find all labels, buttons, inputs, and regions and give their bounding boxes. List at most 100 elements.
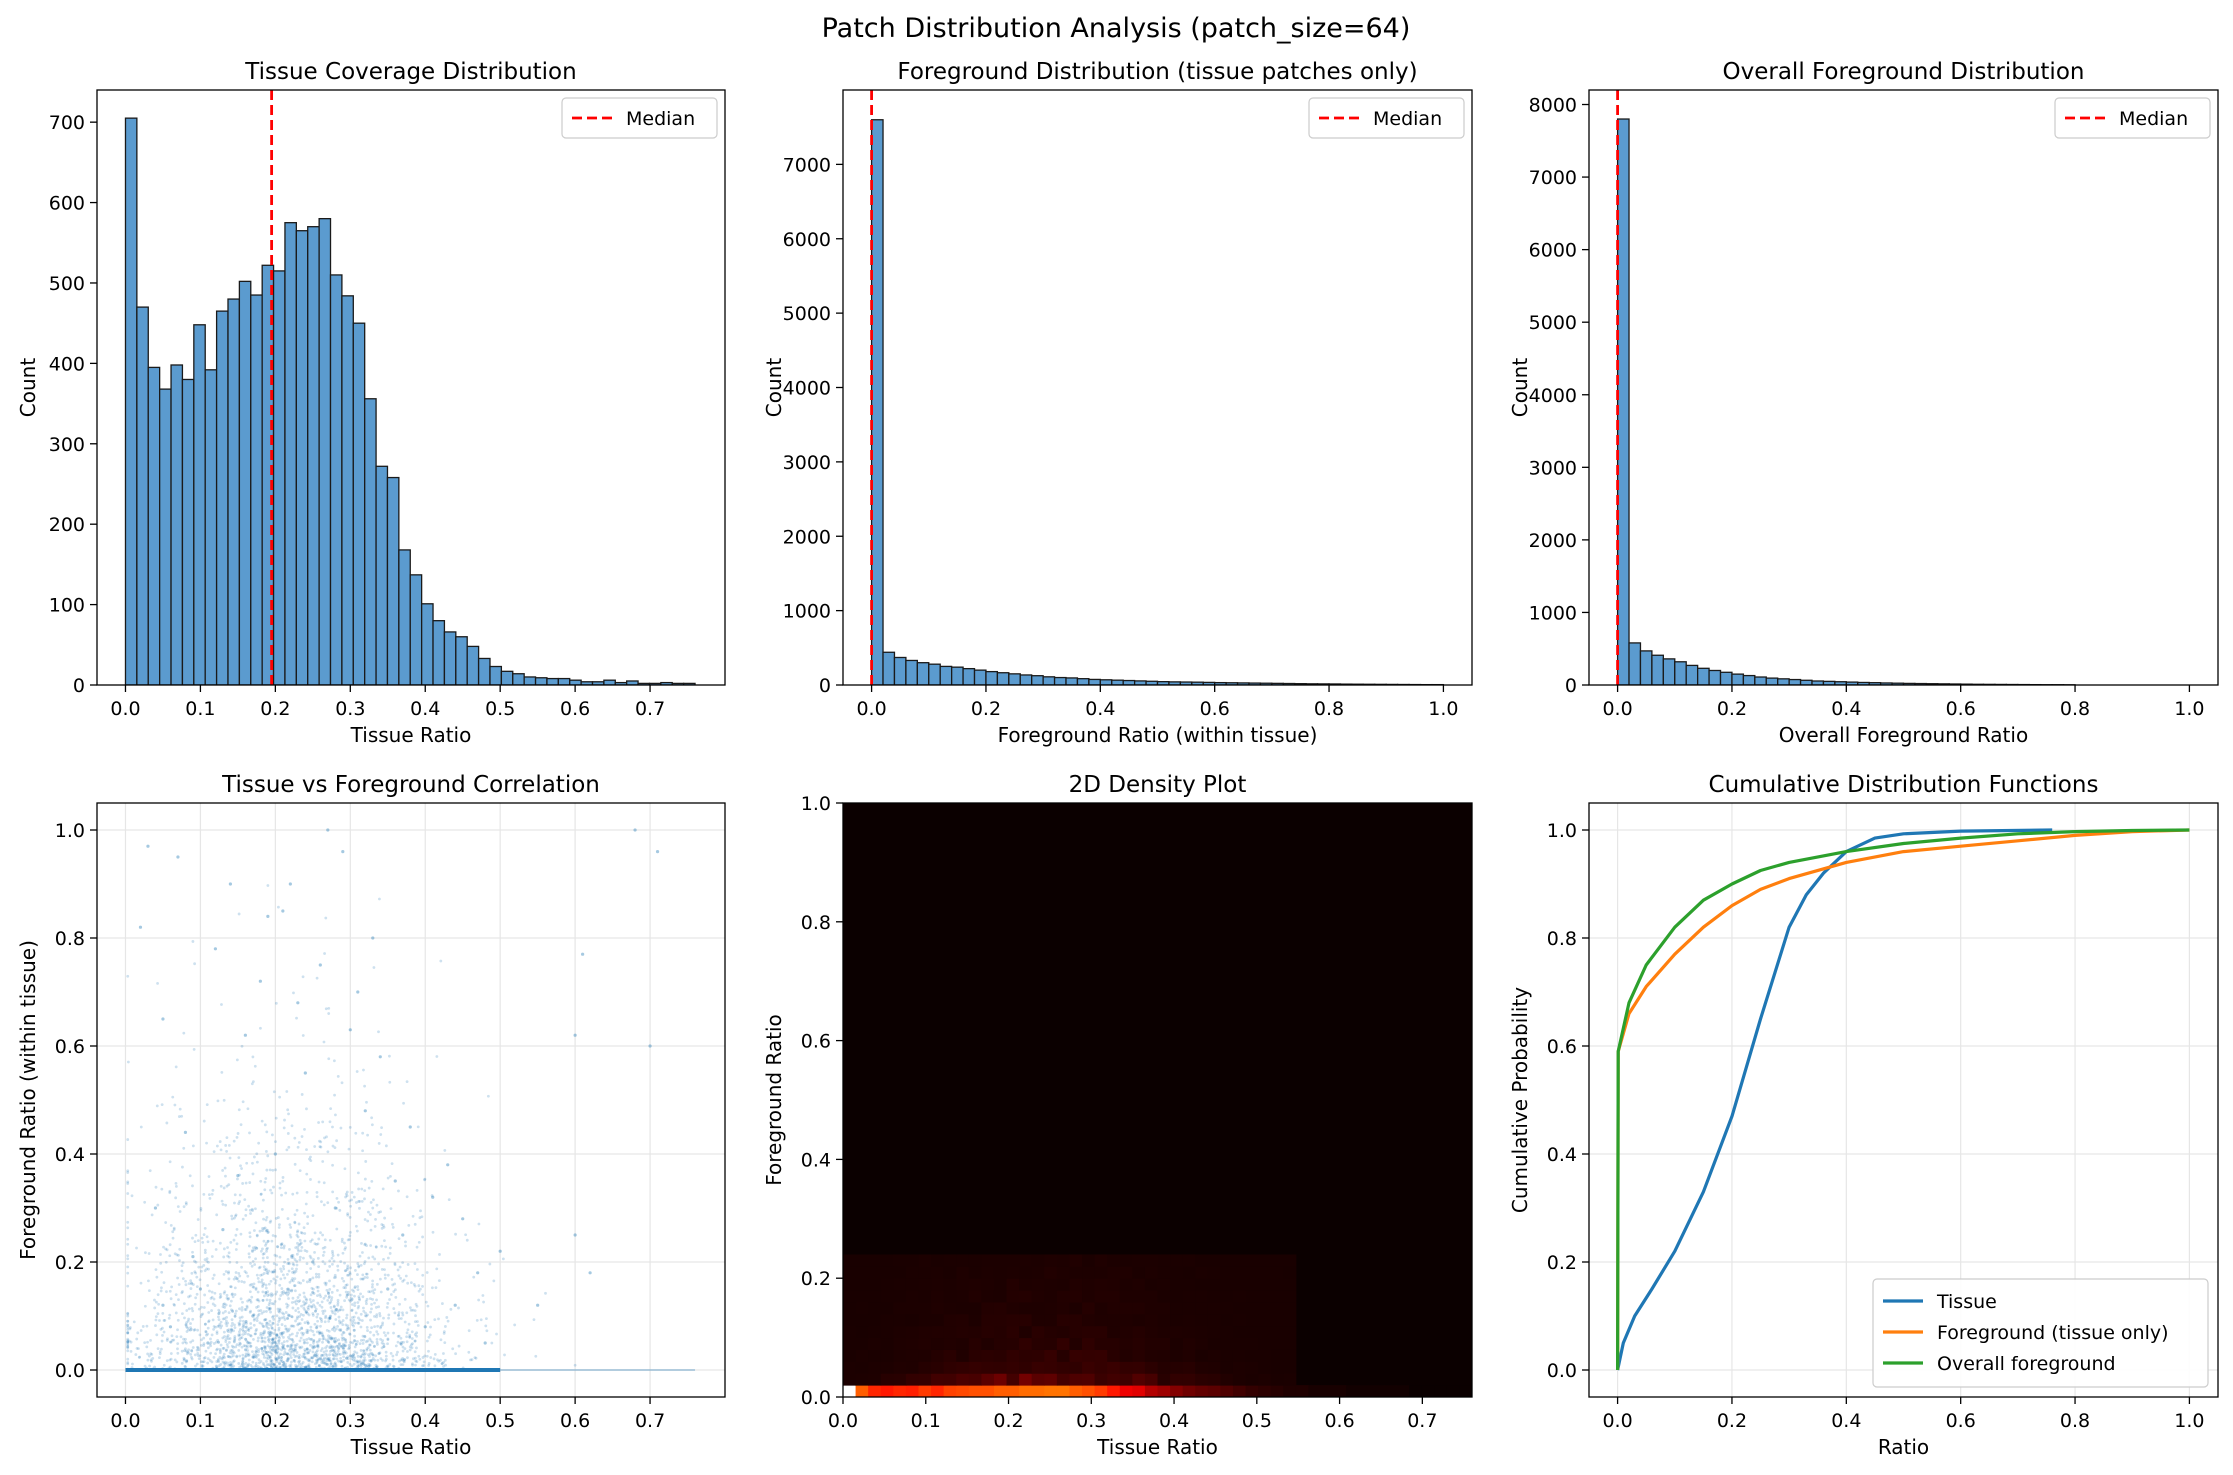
scatter-point xyxy=(222,1247,226,1251)
scatter-point xyxy=(184,1283,188,1287)
scatter-point xyxy=(222,1365,226,1369)
scatter-point xyxy=(245,1344,249,1348)
scatter-point xyxy=(290,1344,294,1348)
scatter-point xyxy=(198,1333,202,1337)
scatter-point xyxy=(242,1330,245,1333)
scatter-point xyxy=(234,1214,237,1218)
scatter-point xyxy=(348,1028,352,1032)
scatter-point xyxy=(295,1259,299,1263)
heatmap-cell xyxy=(1056,1313,1070,1327)
scatter-point xyxy=(301,1333,305,1337)
x-tick-label: 0.4 xyxy=(1085,698,1115,720)
scatter-point xyxy=(350,1355,354,1358)
scatter-point xyxy=(244,1348,248,1352)
scatter-point xyxy=(257,1299,261,1303)
scatter-point xyxy=(275,1254,279,1258)
scatter-point xyxy=(248,1208,252,1212)
x-tick-label: 0.4 xyxy=(1159,1410,1189,1432)
scatter-point xyxy=(126,1328,130,1331)
scatter-point xyxy=(191,1144,195,1148)
scatter-point xyxy=(303,1348,307,1352)
scatter-point xyxy=(296,1230,299,1234)
scatter-point xyxy=(369,1339,373,1343)
scatter-point xyxy=(409,1281,413,1285)
scatter-point xyxy=(323,1309,327,1313)
scatter-point xyxy=(205,1267,209,1271)
scatter-point xyxy=(290,1301,294,1304)
heatmap-cell xyxy=(855,1278,869,1291)
scatter-point xyxy=(317,1339,321,1343)
scatter-point xyxy=(413,1333,417,1336)
heatmap-cell xyxy=(931,1254,945,1267)
heatmap-cell xyxy=(1082,1266,1096,1279)
scatter-point xyxy=(403,1297,407,1301)
scatter-point xyxy=(272,1314,275,1318)
scatter-point xyxy=(330,1290,334,1294)
scatter-point xyxy=(495,1332,498,1336)
scatter-point xyxy=(367,1186,371,1190)
scatter-point xyxy=(400,1340,404,1344)
scatter-point xyxy=(272,1185,275,1189)
heatmap-cell xyxy=(868,1361,882,1374)
scatter-point xyxy=(229,1241,233,1244)
panel-title: Overall Foreground Distribution xyxy=(1723,59,2085,85)
heatmap-cell xyxy=(905,1278,919,1291)
scatter-point xyxy=(315,1324,319,1328)
heatmap-cell xyxy=(1270,1313,1284,1327)
axes-frame xyxy=(96,802,726,1398)
scatter-point xyxy=(226,1297,230,1301)
scatter-point xyxy=(331,1353,335,1357)
scatter-point xyxy=(295,1267,298,1271)
scatter-point xyxy=(263,1346,267,1349)
scatter-point xyxy=(349,1266,352,1270)
scatter-point xyxy=(187,1295,191,1299)
x-tick-label: 0.8 xyxy=(1314,698,1344,720)
scatter-point xyxy=(308,1280,312,1283)
scatter-point xyxy=(209,1340,213,1344)
heatmap-cell xyxy=(1107,1373,1121,1386)
scatter-point xyxy=(189,1322,192,1325)
scatter-point xyxy=(316,1358,320,1362)
heatmap-cell xyxy=(868,1325,882,1339)
scatter-point xyxy=(343,1344,347,1348)
scatter-point xyxy=(380,1244,384,1248)
heatmap-cell xyxy=(968,1349,982,1362)
scatter-point xyxy=(210,1255,214,1258)
scatter-point xyxy=(165,1359,169,1363)
scatter-point xyxy=(337,1346,340,1350)
scatter-point xyxy=(513,1323,517,1327)
scatter-point xyxy=(244,1344,247,1348)
scatter-point xyxy=(257,1350,260,1354)
scatter-point xyxy=(312,1346,316,1349)
scatter-point xyxy=(305,1270,309,1274)
scatter-point xyxy=(156,1293,160,1297)
scatter-point xyxy=(275,1263,279,1267)
scatter-point xyxy=(327,1337,331,1340)
scatter-point xyxy=(213,1291,217,1295)
scatter-point xyxy=(298,1339,302,1343)
scatter-point xyxy=(293,1343,297,1347)
scatter-point xyxy=(231,1295,235,1299)
scatter-point xyxy=(366,1339,370,1343)
scatter-point xyxy=(305,1172,309,1176)
scatter-point xyxy=(200,1313,204,1317)
scatter-point xyxy=(414,1363,417,1367)
scatter-point xyxy=(278,1223,281,1226)
scatter-point xyxy=(269,1363,273,1367)
heatmap-cell xyxy=(1270,1349,1284,1362)
scatter-point xyxy=(398,1341,402,1345)
heatmap-cell xyxy=(1006,1313,1020,1327)
scatter-point xyxy=(391,1354,395,1358)
scatter-point xyxy=(254,1257,257,1261)
scatter-point xyxy=(207,1320,210,1324)
scatter-point xyxy=(307,1337,311,1340)
scatter-point xyxy=(344,1290,348,1294)
scatter-point xyxy=(176,855,180,859)
scatter-point xyxy=(153,1206,158,1210)
scatter-point xyxy=(151,1356,155,1360)
scatter-point xyxy=(274,1358,278,1362)
scatter-point xyxy=(328,1301,332,1305)
scatter-point xyxy=(217,1308,221,1312)
scatter-point xyxy=(224,1319,228,1323)
scatter-point xyxy=(335,1307,339,1311)
